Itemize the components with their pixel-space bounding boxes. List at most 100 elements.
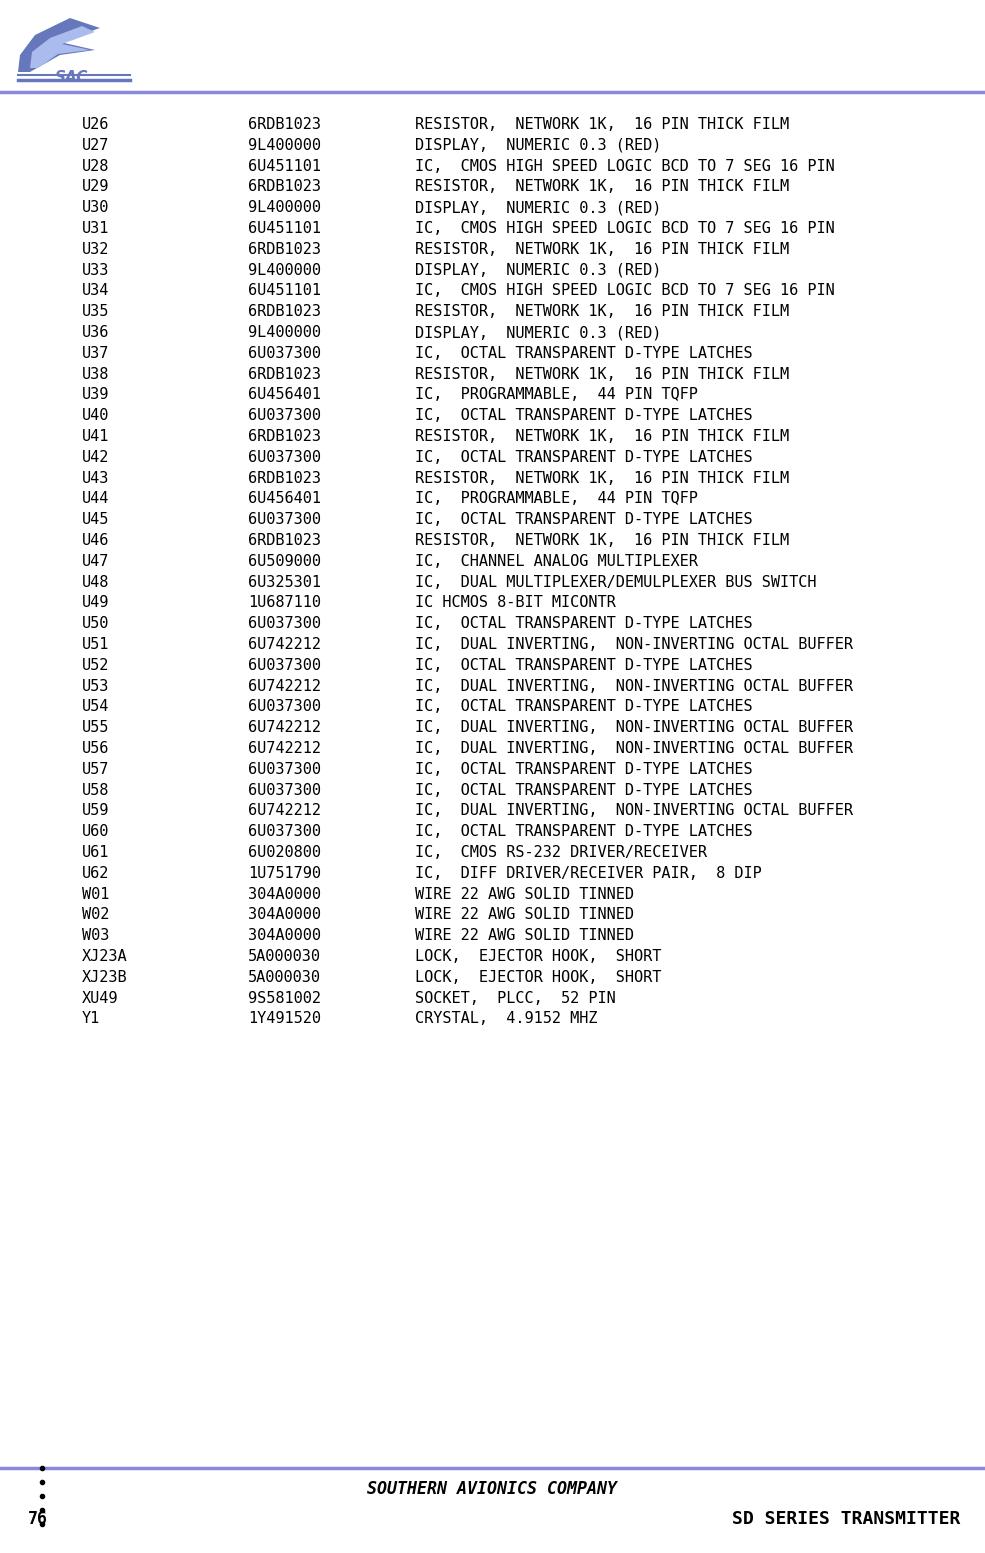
Text: 6U037300: 6U037300: [248, 346, 321, 360]
Text: U59: U59: [82, 803, 109, 818]
Text: 6U456401: 6U456401: [248, 491, 321, 506]
Text: IC,  OCTAL TRANSPARENT D-TYPE LATCHES: IC, OCTAL TRANSPARENT D-TYPE LATCHES: [415, 450, 753, 464]
Text: U26: U26: [82, 116, 109, 132]
Text: IC,  OCTAL TRANSPARENT D-TYPE LATCHES: IC, OCTAL TRANSPARENT D-TYPE LATCHES: [415, 346, 753, 360]
Text: 6RDB1023: 6RDB1023: [248, 471, 321, 486]
Text: 6U325301: 6U325301: [248, 575, 321, 590]
Text: IC,  CMOS RS-232 DRIVER/RECEIVER: IC, CMOS RS-232 DRIVER/RECEIVER: [415, 845, 707, 860]
Text: IC,  OCTAL TRANSPARENT D-TYPE LATCHES: IC, OCTAL TRANSPARENT D-TYPE LATCHES: [415, 699, 753, 714]
Text: 6U037300: 6U037300: [248, 699, 321, 714]
Text: U51: U51: [82, 637, 109, 652]
Text: 6U020800: 6U020800: [248, 845, 321, 860]
Text: 6U037300: 6U037300: [248, 512, 321, 526]
Text: SOUTHERN AVIONICS COMPANY: SOUTHERN AVIONICS COMPANY: [367, 1480, 617, 1499]
Text: 6U509000: 6U509000: [248, 554, 321, 568]
Text: WIRE 22 AWG SOLID TINNED: WIRE 22 AWG SOLID TINNED: [415, 907, 634, 922]
Text: XJ23B: XJ23B: [82, 969, 128, 985]
Text: 304A0000: 304A0000: [248, 907, 321, 922]
Text: DISPLAY,  NUMERIC 0.3 (RED): DISPLAY, NUMERIC 0.3 (RED): [415, 200, 661, 216]
Text: U52: U52: [82, 658, 109, 672]
Text: RESISTOR,  NETWORK 1K,  16 PIN THICK FILM: RESISTOR, NETWORK 1K, 16 PIN THICK FILM: [415, 471, 789, 486]
Text: U28: U28: [82, 158, 109, 174]
Text: IC,  DUAL INVERTING,  NON-INVERTING OCTAL BUFFER: IC, DUAL INVERTING, NON-INVERTING OCTAL …: [415, 803, 853, 818]
Text: 6U742212: 6U742212: [248, 637, 321, 652]
Text: 6RDB1023: 6RDB1023: [248, 429, 321, 444]
Text: 6U451101: 6U451101: [248, 158, 321, 174]
Text: IC,  OCTAL TRANSPARENT D-TYPE LATCHES: IC, OCTAL TRANSPARENT D-TYPE LATCHES: [415, 617, 753, 631]
Polygon shape: [18, 19, 100, 71]
Text: U45: U45: [82, 512, 109, 526]
Text: IC,  OCTAL TRANSPARENT D-TYPE LATCHES: IC, OCTAL TRANSPARENT D-TYPE LATCHES: [415, 408, 753, 424]
Text: U35: U35: [82, 304, 109, 320]
Text: 6U037300: 6U037300: [248, 825, 321, 839]
Text: 9L400000: 9L400000: [248, 200, 321, 216]
Text: 6U742212: 6U742212: [248, 679, 321, 694]
Text: 9S581002: 9S581002: [248, 991, 321, 1006]
Text: 1U751790: 1U751790: [248, 867, 321, 881]
Text: 6U742212: 6U742212: [248, 803, 321, 818]
Text: 6RDB1023: 6RDB1023: [248, 180, 321, 194]
Text: U29: U29: [82, 180, 109, 194]
Text: IC,  DUAL INVERTING,  NON-INVERTING OCTAL BUFFER: IC, DUAL INVERTING, NON-INVERTING OCTAL …: [415, 637, 853, 652]
Text: U55: U55: [82, 721, 109, 735]
Text: IC,  CMOS HIGH SPEED LOGIC BCD TO 7 SEG 16 PIN: IC, CMOS HIGH SPEED LOGIC BCD TO 7 SEG 1…: [415, 283, 834, 298]
Text: XJ23A: XJ23A: [82, 949, 128, 964]
Text: 76: 76: [28, 1510, 48, 1528]
Text: U41: U41: [82, 429, 109, 444]
Text: W01: W01: [82, 887, 109, 902]
Text: 6U451101: 6U451101: [248, 221, 321, 236]
Text: IC,  OCTAL TRANSPARENT D-TYPE LATCHES: IC, OCTAL TRANSPARENT D-TYPE LATCHES: [415, 763, 753, 776]
Text: U36: U36: [82, 325, 109, 340]
Text: IC,  CMOS HIGH SPEED LOGIC BCD TO 7 SEG 16 PIN: IC, CMOS HIGH SPEED LOGIC BCD TO 7 SEG 1…: [415, 221, 834, 236]
Text: IC,  DIFF DRIVER/RECEIVER PAIR,  8 DIP: IC, DIFF DRIVER/RECEIVER PAIR, 8 DIP: [415, 867, 761, 881]
Text: U34: U34: [82, 283, 109, 298]
Text: 9L400000: 9L400000: [248, 138, 321, 152]
Text: U62: U62: [82, 867, 109, 881]
Text: 304A0000: 304A0000: [248, 929, 321, 943]
Text: U47: U47: [82, 554, 109, 568]
Text: 6U037300: 6U037300: [248, 450, 321, 464]
Text: U43: U43: [82, 471, 109, 486]
Text: W03: W03: [82, 929, 109, 943]
Text: 6U451101: 6U451101: [248, 283, 321, 298]
Text: RESISTOR,  NETWORK 1K,  16 PIN THICK FILM: RESISTOR, NETWORK 1K, 16 PIN THICK FILM: [415, 533, 789, 548]
Text: U38: U38: [82, 367, 109, 382]
Text: U46: U46: [82, 533, 109, 548]
Text: LOCK,  EJECTOR HOOK,  SHORT: LOCK, EJECTOR HOOK, SHORT: [415, 969, 661, 985]
Text: U44: U44: [82, 491, 109, 506]
Text: U32: U32: [82, 242, 109, 256]
Text: RESISTOR,  NETWORK 1K,  16 PIN THICK FILM: RESISTOR, NETWORK 1K, 16 PIN THICK FILM: [415, 242, 789, 256]
Text: IC HCMOS 8-BIT MICONTR: IC HCMOS 8-BIT MICONTR: [415, 595, 616, 610]
Text: IC,  PROGRAMMABLE,  44 PIN TQFP: IC, PROGRAMMABLE, 44 PIN TQFP: [415, 491, 698, 506]
Text: RESISTOR,  NETWORK 1K,  16 PIN THICK FILM: RESISTOR, NETWORK 1K, 16 PIN THICK FILM: [415, 304, 789, 320]
Text: 6RDB1023: 6RDB1023: [248, 116, 321, 132]
Text: SOCKET,  PLCC,  52 PIN: SOCKET, PLCC, 52 PIN: [415, 991, 616, 1006]
Text: IC,  OCTAL TRANSPARENT D-TYPE LATCHES: IC, OCTAL TRANSPARENT D-TYPE LATCHES: [415, 825, 753, 839]
Text: U60: U60: [82, 825, 109, 839]
Text: RESISTOR,  NETWORK 1K,  16 PIN THICK FILM: RESISTOR, NETWORK 1K, 16 PIN THICK FILM: [415, 429, 789, 444]
Text: U61: U61: [82, 845, 109, 860]
Text: IC,  PROGRAMMABLE,  44 PIN TQFP: IC, PROGRAMMABLE, 44 PIN TQFP: [415, 387, 698, 402]
Text: W02: W02: [82, 907, 109, 922]
Text: IC,  CHANNEL ANALOG MULTIPLEXER: IC, CHANNEL ANALOG MULTIPLEXER: [415, 554, 698, 568]
Text: 6RDB1023: 6RDB1023: [248, 242, 321, 256]
Text: SD SERIES TRANSMITTER: SD SERIES TRANSMITTER: [732, 1510, 960, 1528]
Text: IC,  OCTAL TRANSPARENT D-TYPE LATCHES: IC, OCTAL TRANSPARENT D-TYPE LATCHES: [415, 512, 753, 526]
Text: 6U037300: 6U037300: [248, 617, 321, 631]
Text: SAC: SAC: [55, 70, 89, 85]
Text: U33: U33: [82, 262, 109, 278]
Text: Y1: Y1: [82, 1011, 100, 1027]
Text: 6RDB1023: 6RDB1023: [248, 533, 321, 548]
Text: 6U456401: 6U456401: [248, 387, 321, 402]
Text: U50: U50: [82, 617, 109, 631]
Text: IC,  CMOS HIGH SPEED LOGIC BCD TO 7 SEG 16 PIN: IC, CMOS HIGH SPEED LOGIC BCD TO 7 SEG 1…: [415, 158, 834, 174]
Text: U53: U53: [82, 679, 109, 694]
Text: U48: U48: [82, 575, 109, 590]
Text: 6RDB1023: 6RDB1023: [248, 304, 321, 320]
Text: IC,  OCTAL TRANSPARENT D-TYPE LATCHES: IC, OCTAL TRANSPARENT D-TYPE LATCHES: [415, 658, 753, 672]
Text: 6U037300: 6U037300: [248, 763, 321, 776]
Text: IC,  DUAL MULTIPLEXER/DEMULPLEXER BUS SWITCH: IC, DUAL MULTIPLEXER/DEMULPLEXER BUS SWI…: [415, 575, 817, 590]
Text: U40: U40: [82, 408, 109, 424]
Text: WIRE 22 AWG SOLID TINNED: WIRE 22 AWG SOLID TINNED: [415, 887, 634, 902]
Text: RESISTOR,  NETWORK 1K,  16 PIN THICK FILM: RESISTOR, NETWORK 1K, 16 PIN THICK FILM: [415, 116, 789, 132]
